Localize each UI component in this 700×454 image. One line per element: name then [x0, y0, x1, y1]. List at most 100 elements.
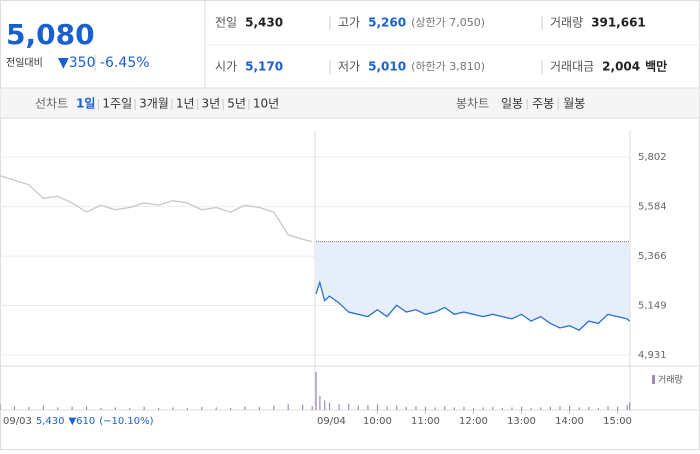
current-price: 5,080 — [6, 18, 95, 51]
stat-value: 391,661 — [591, 16, 646, 30]
period-tab[interactable]: 1일 — [76, 97, 95, 111]
x-tick-label: 10:00 — [363, 416, 392, 427]
volume-bar — [114, 407, 116, 410]
stat-unit: 백만 — [645, 59, 667, 74]
y-tick-label: 5,802 — [638, 152, 667, 163]
y-tick-label: 5,584 — [638, 202, 667, 213]
x-tick-label: 14:00 — [555, 416, 584, 427]
volume-bar — [28, 406, 30, 410]
stat-value: 5,260 — [368, 16, 406, 30]
price-line — [0, 175, 313, 243]
volume-bar — [597, 408, 600, 410]
volume-bar — [302, 404, 304, 410]
volume-bar — [157, 408, 160, 410]
volume-bar — [143, 406, 145, 410]
volume-bar — [434, 407, 436, 410]
period-tab[interactable]: 10년 — [253, 97, 279, 111]
stat-label: 거래대금 — [550, 60, 594, 74]
period-tab[interactable]: 5년 — [227, 97, 246, 111]
x-tick-label: 13:00 — [507, 416, 536, 427]
volume-bar — [186, 408, 188, 410]
volume-bar — [215, 407, 217, 410]
candle-chart-label: 봉차트 — [456, 97, 489, 111]
volume-bar — [472, 408, 475, 410]
volume-bar — [57, 407, 59, 410]
volume-bar — [492, 406, 494, 410]
volume-bar — [315, 372, 317, 410]
volume-bar — [258, 406, 260, 410]
stat-label: 시가 — [215, 60, 237, 74]
prev-day-close: 5,430 — [36, 416, 65, 427]
x-tick-label: 15:00 — [603, 416, 632, 427]
volume-bar — [453, 407, 455, 410]
stat-note: (하한가 3,810) — [411, 59, 485, 73]
volume-bar — [463, 406, 465, 410]
volume-bar — [482, 407, 484, 410]
stat-label: 전일 — [215, 16, 237, 30]
volume-bar — [626, 404, 628, 410]
prev-day-change: ▼610 — [68, 416, 95, 427]
area — [315, 241, 630, 331]
volume-bar — [578, 407, 580, 410]
volume-bar — [348, 403, 350, 410]
y-tick-label: 5,366 — [638, 251, 667, 262]
period-tab[interactable]: 1주일 — [102, 97, 132, 111]
volume-bar — [319, 396, 321, 410]
volume-legend-swatch — [652, 375, 655, 384]
volume-bar — [100, 408, 102, 410]
volume-bar — [42, 405, 44, 410]
volume-bar — [172, 407, 174, 410]
volume-bar — [607, 406, 609, 410]
volume-bar — [357, 405, 359, 410]
period-tab[interactable]: 3개월 — [139, 97, 169, 111]
stat-value: 2,004 — [602, 60, 640, 74]
change-label: 전일대비 — [6, 57, 43, 69]
volume-bar — [424, 406, 427, 410]
volume-bar — [376, 404, 379, 410]
volume-bar — [540, 407, 542, 410]
x-tick-label: 12:00 — [459, 416, 488, 427]
volume-bar — [405, 406, 407, 410]
prev-day-change-rate: (−10.10%) — [99, 416, 153, 427]
volume-bar — [444, 406, 446, 410]
stat-note: (상한가 7,050) — [411, 16, 485, 29]
stat-value: 5,170 — [245, 60, 283, 74]
volume-bar — [324, 400, 326, 410]
volume-bar — [549, 406, 551, 410]
volume-bar — [520, 406, 523, 410]
stat-label: 저가 — [338, 60, 360, 74]
volume-bar — [85, 406, 88, 410]
today-date: 09/04 — [317, 416, 346, 427]
volume-bar — [629, 402, 631, 410]
volume-bar — [588, 406, 590, 410]
y-tick-label: 4,931 — [638, 350, 667, 361]
volume-bar — [530, 408, 532, 410]
volume-bar — [273, 405, 275, 410]
volume-bar — [129, 408, 131, 410]
stat-label: 거래량 — [550, 16, 583, 30]
candle-tab[interactable]: 일봉 — [501, 97, 523, 111]
volume-bar — [367, 404, 369, 410]
volume-bar — [13, 406, 16, 410]
period-tab[interactable]: 1년 — [176, 97, 195, 111]
x-tick-label: 11:00 — [411, 416, 440, 427]
stat-label: 고가 — [338, 16, 360, 30]
volume-bar — [71, 406, 73, 410]
stat-value: 5,430 — [245, 16, 283, 30]
volume-bar — [559, 406, 561, 410]
volume-bar — [311, 406, 313, 410]
volume-bar — [201, 406, 203, 410]
tab-bar — [0, 87, 700, 119]
change-rate: -6.45% — [100, 55, 150, 71]
volume-bar — [415, 406, 417, 410]
candle-tab[interactable]: 월봉 — [563, 97, 585, 111]
volume-bar — [287, 404, 289, 410]
period-tab[interactable]: 3년 — [202, 97, 221, 111]
volume-bar — [244, 406, 246, 410]
volume-bar — [386, 406, 388, 410]
volume-bar — [338, 404, 340, 410]
candle-tab[interactable]: 주봉 — [532, 97, 554, 111]
volume-bar — [617, 406, 619, 410]
